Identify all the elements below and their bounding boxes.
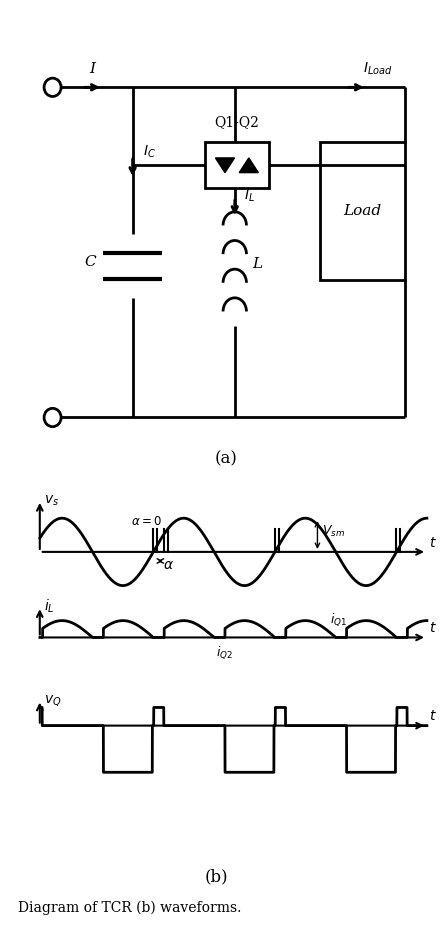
Text: $t$: $t$ [429, 621, 437, 635]
Text: (a): (a) [215, 450, 238, 468]
Bar [205, 143, 269, 188]
Text: $I_L$: $I_L$ [244, 188, 255, 204]
Text: $i_{Q1}$: $i_{Q1}$ [330, 611, 347, 629]
Text: $\alpha$: $\alpha$ [163, 557, 174, 571]
Text: $v_s$: $v_s$ [44, 494, 59, 508]
Text: $i_L$: $i_L$ [44, 597, 55, 615]
Text: Diagram of TCR (b) waveforms.: Diagram of TCR (b) waveforms. [18, 901, 241, 915]
Text: L: L [253, 257, 263, 271]
Text: Load: Load [343, 204, 382, 219]
Text: $i_{Q2}$: $i_{Q2}$ [216, 644, 233, 661]
Text: $I_{Load}$: $I_{Load}$ [362, 60, 392, 77]
Polygon shape [215, 158, 234, 172]
Text: $v_Q$: $v_Q$ [44, 694, 61, 709]
Text: C: C [84, 256, 96, 269]
Bar [320, 143, 405, 280]
Text: I: I [89, 62, 95, 76]
Text: Q1-Q2: Q1-Q2 [215, 116, 259, 130]
Text: (b): (b) [204, 869, 228, 885]
Text: $\alpha = 0$: $\alpha = 0$ [131, 515, 162, 528]
Text: $t$: $t$ [429, 536, 437, 550]
Polygon shape [239, 158, 258, 172]
Text: $I_C$: $I_C$ [143, 144, 156, 160]
Text: $V_{sm}$: $V_{sm}$ [322, 524, 345, 539]
Text: $t$: $t$ [429, 709, 437, 723]
